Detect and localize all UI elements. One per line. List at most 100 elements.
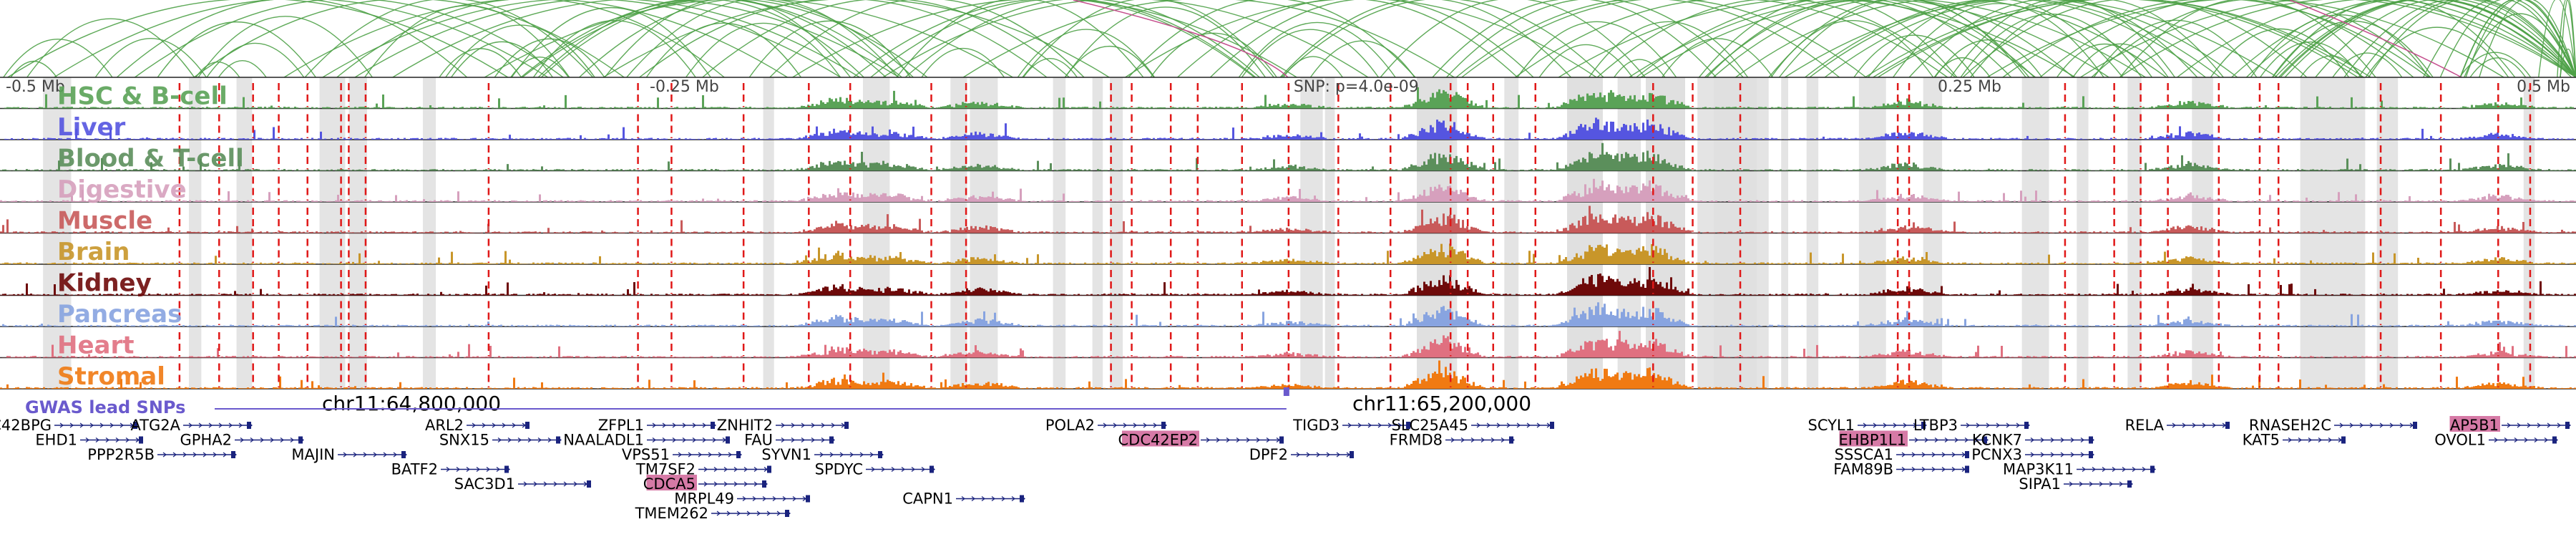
strand-arrow bbox=[811, 437, 815, 442]
strand-arrow bbox=[2040, 452, 2044, 458]
strand-arrow bbox=[383, 452, 387, 458]
strand-arrow bbox=[1143, 422, 1147, 428]
exon-block bbox=[806, 495, 810, 503]
loop-arc bbox=[10, 60, 57, 78]
strand-arrow bbox=[736, 511, 741, 516]
loop-arc bbox=[2231, 0, 2576, 78]
gene-label: SSSCA1 bbox=[1835, 446, 1893, 463]
strand-arrow bbox=[2298, 437, 2302, 442]
gene-highlight bbox=[1122, 430, 1199, 447]
strand-arrow bbox=[782, 496, 786, 501]
strand-arrow bbox=[2109, 481, 2113, 487]
loop-arc bbox=[604, 0, 852, 78]
loop-arc bbox=[1784, 0, 2278, 78]
strand-arrow bbox=[2099, 481, 2103, 487]
loop-arc bbox=[2093, 19, 2258, 78]
strand-arrow bbox=[1914, 437, 1918, 442]
strand-arrow bbox=[2006, 422, 2010, 428]
strand-arrow bbox=[682, 437, 686, 442]
strand-arrow bbox=[2212, 422, 2216, 428]
loop-arc bbox=[1150, 32, 1277, 78]
snp-pvalue-label: SNP: p=4.0e-09 bbox=[1294, 78, 1419, 96]
strand-arrow bbox=[1246, 437, 1250, 442]
strand-arrow bbox=[733, 481, 738, 487]
loop-arc bbox=[1629, 0, 2109, 78]
strand-arrow bbox=[1377, 422, 1382, 428]
loop-arc bbox=[283, 0, 788, 78]
strand-arrow bbox=[192, 452, 197, 458]
loop-arc bbox=[904, 0, 1260, 78]
loop-arc bbox=[1517, 21, 1677, 78]
loop-arc bbox=[2274, 0, 2576, 78]
strand-arrow bbox=[2308, 437, 2312, 442]
strand-arrow bbox=[2399, 422, 2404, 428]
strand-arrow bbox=[1901, 467, 1906, 472]
strand-arrow bbox=[716, 511, 721, 516]
strand-arrow bbox=[2050, 437, 2054, 442]
loop-arc bbox=[1461, 0, 1867, 78]
strand-arrow bbox=[1516, 422, 1521, 428]
strand-arrow bbox=[702, 422, 706, 428]
strand-arrow bbox=[543, 481, 547, 487]
strand-arrow bbox=[819, 452, 824, 458]
strand-arrow bbox=[250, 437, 254, 442]
loop-arc bbox=[157, 21, 316, 78]
exon-block bbox=[504, 465, 509, 473]
strand-arrow bbox=[723, 467, 728, 472]
loop-arc bbox=[304, 0, 594, 78]
strand-arrow bbox=[1986, 422, 1990, 428]
exon-block bbox=[587, 480, 591, 488]
strand-arrow bbox=[2557, 422, 2561, 428]
loop-arc bbox=[94, 37, 208, 78]
loop-arc bbox=[1853, 34, 1975, 78]
loop-arc bbox=[2002, 0, 2429, 78]
strand-arrow bbox=[537, 437, 542, 442]
strand-arrow bbox=[1367, 422, 1372, 428]
loop-arc bbox=[540, 0, 887, 78]
strand-arrow bbox=[1216, 437, 1220, 442]
strand-arrow bbox=[547, 437, 552, 442]
strand-arrow bbox=[1397, 422, 1402, 428]
loop-arc bbox=[1209, 0, 1534, 78]
loop-arc bbox=[1893, 3, 2104, 78]
gene-track: CDC42BPG ATG2A EHD1 GPHA2 PPP2R5B MAJIN ARL2SN… bbox=[0, 416, 2571, 522]
strand-arrow bbox=[198, 422, 203, 428]
exon-block bbox=[1921, 422, 1926, 429]
axis-tick-label: 0.25 Mb bbox=[1938, 78, 2001, 96]
loop-arc bbox=[1636, 0, 2036, 78]
loop-arc bbox=[2459, 52, 2532, 78]
strand-arrow bbox=[1934, 437, 1938, 442]
loop-arc bbox=[1177, 0, 1518, 78]
exon-block bbox=[2341, 436, 2346, 444]
strand-arrow bbox=[1966, 422, 1970, 428]
strand-arrow bbox=[2288, 437, 2292, 442]
track-label: Liver bbox=[57, 113, 126, 142]
strand-arrow bbox=[743, 481, 748, 487]
strand-arrow bbox=[512, 422, 516, 428]
loop-arc bbox=[1445, 0, 1744, 78]
strand-arrow bbox=[1974, 437, 1979, 442]
strand-arrow bbox=[801, 437, 805, 442]
strand-arrow bbox=[1236, 437, 1240, 442]
strand-arrow bbox=[1501, 437, 1505, 442]
strand-arrow bbox=[99, 422, 104, 428]
strand-arrow bbox=[1296, 452, 1300, 458]
strand-arrow bbox=[1011, 496, 1015, 501]
exon-block bbox=[139, 436, 143, 444]
strand-arrow bbox=[1506, 422, 1511, 428]
strand-arrow bbox=[270, 437, 274, 442]
strand-arrow bbox=[2494, 437, 2498, 442]
gene-label: MAJIN bbox=[291, 446, 335, 463]
loop-arc bbox=[451, 41, 553, 78]
strand-arrow bbox=[89, 422, 94, 428]
gene-label: SIPA1 bbox=[2019, 475, 2061, 493]
loop-arc bbox=[2332, 52, 2403, 78]
loop-arc bbox=[2464, 13, 2576, 78]
strand-arrow bbox=[1921, 452, 1926, 458]
gene-label: ATG2A bbox=[130, 417, 180, 434]
strand-arrow bbox=[260, 437, 264, 442]
strand-arrow bbox=[2517, 422, 2521, 428]
strand-arrow bbox=[791, 422, 795, 428]
strand-arrow bbox=[2369, 422, 2373, 428]
gene-label: OVOL1 bbox=[2434, 432, 2486, 449]
